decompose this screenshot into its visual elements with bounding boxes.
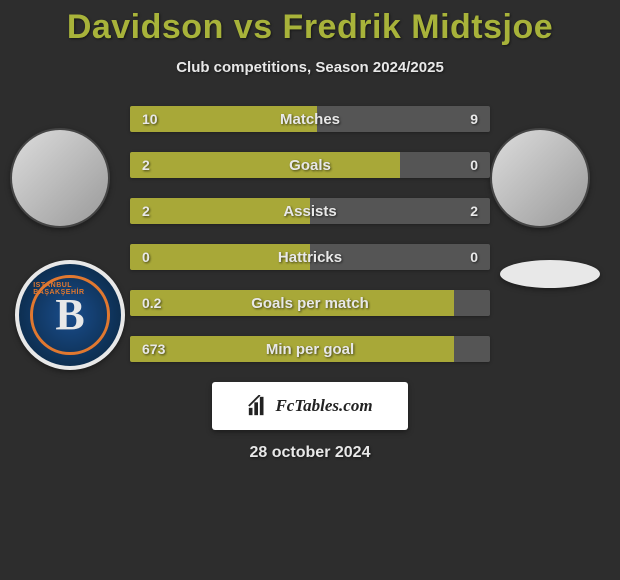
stat-label: Matches bbox=[280, 111, 340, 128]
stat-row: 2 2 Assists bbox=[130, 198, 490, 224]
stat-label: Hattricks bbox=[278, 249, 342, 266]
club-right-badge bbox=[500, 260, 600, 288]
stat-label: Goals per match bbox=[251, 295, 369, 312]
stat-bar-right bbox=[454, 290, 490, 316]
chart-icon bbox=[247, 395, 269, 417]
stat-label: Goals bbox=[289, 157, 331, 174]
stat-row: 0.2 Goals per match bbox=[130, 290, 490, 316]
stat-row: 2 0 Goals bbox=[130, 152, 490, 178]
stat-value-left: 2 bbox=[142, 157, 150, 173]
stat-value-right: 9 bbox=[470, 111, 478, 127]
stat-row: 10 9 Matches bbox=[130, 106, 490, 132]
club-left-arc-text: ISTANBUL BAŞAKŞEHİR bbox=[33, 282, 107, 296]
stat-row: 0 0 Hattricks bbox=[130, 244, 490, 270]
stat-value-left: 0.2 bbox=[142, 295, 161, 311]
stat-value-left: 2 bbox=[142, 203, 150, 219]
logo-text: FcTables.com bbox=[275, 396, 372, 416]
stat-value-right: 2 bbox=[470, 203, 478, 219]
player-right-avatar bbox=[490, 128, 590, 228]
stat-bar-right bbox=[310, 198, 490, 224]
logo-box: FcTables.com bbox=[212, 382, 408, 430]
stat-value-right: 0 bbox=[470, 249, 478, 265]
stat-value-right: 0 bbox=[470, 157, 478, 173]
stat-value-left: 0 bbox=[142, 249, 150, 265]
stat-label: Min per goal bbox=[266, 341, 354, 358]
date-text: 28 october 2024 bbox=[0, 444, 620, 462]
stat-value-left: 10 bbox=[142, 111, 158, 127]
stat-label: Assists bbox=[283, 203, 336, 220]
club-left-letter: B bbox=[55, 289, 84, 340]
page-title: Davidson vs Fredrik Midtsjoe bbox=[0, 8, 620, 47]
stat-row: 673 Min per goal bbox=[130, 336, 490, 362]
stat-value-left: 673 bbox=[142, 341, 165, 357]
club-left-badge: ISTANBUL BAŞAKŞEHİR B bbox=[15, 260, 125, 370]
stats-container: 10 9 Matches 2 0 Goals 2 2 Assists 0 0 Hattricks 0.2… bbox=[130, 106, 490, 362]
player-left-avatar bbox=[10, 128, 110, 228]
stat-bar-left bbox=[130, 152, 400, 178]
stat-bar-right bbox=[317, 106, 490, 132]
stat-bar-right bbox=[454, 336, 490, 362]
subtitle: Club competitions, Season 2024/2025 bbox=[0, 59, 620, 76]
